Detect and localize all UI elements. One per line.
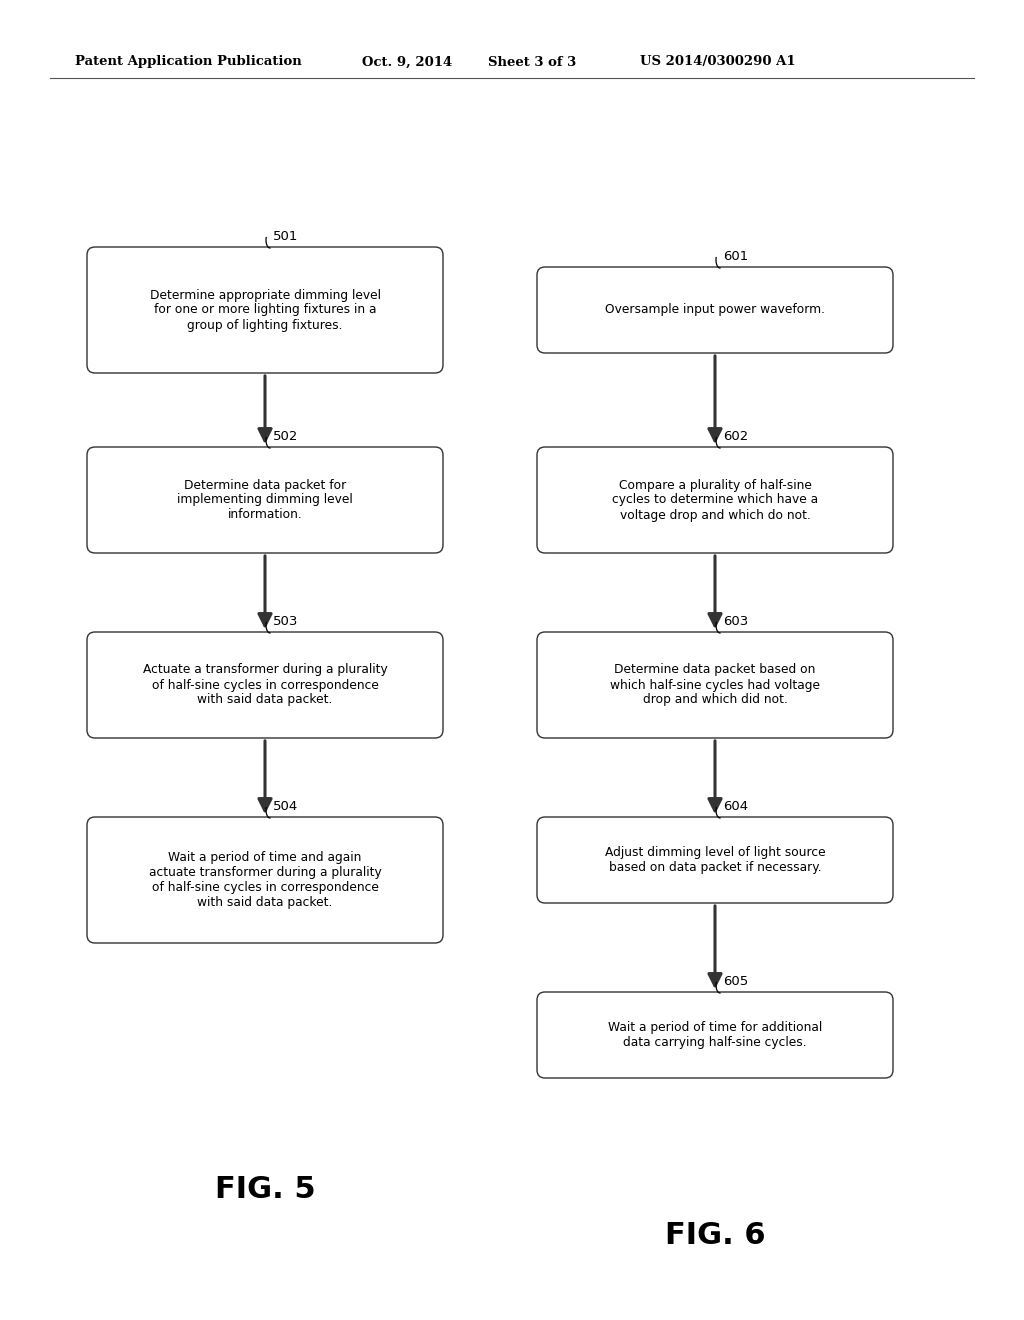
Text: Wait a period of time for additional
data carrying half-sine cycles.: Wait a period of time for additional dat… bbox=[608, 1020, 822, 1049]
Text: 602: 602 bbox=[723, 430, 749, 444]
FancyBboxPatch shape bbox=[87, 817, 443, 942]
FancyBboxPatch shape bbox=[537, 993, 893, 1078]
Text: 504: 504 bbox=[273, 800, 298, 813]
Text: Wait a period of time and again
actuate transformer during a plurality
of half-s: Wait a period of time and again actuate … bbox=[148, 851, 381, 909]
Text: 603: 603 bbox=[723, 615, 749, 628]
FancyBboxPatch shape bbox=[537, 267, 893, 352]
Text: 501: 501 bbox=[273, 230, 298, 243]
Text: Patent Application Publication: Patent Application Publication bbox=[75, 55, 302, 69]
Text: 502: 502 bbox=[273, 430, 298, 444]
Text: 503: 503 bbox=[273, 615, 298, 628]
Text: Actuate a transformer during a plurality
of half-sine cycles in correspondence
w: Actuate a transformer during a plurality… bbox=[142, 664, 387, 706]
FancyBboxPatch shape bbox=[537, 447, 893, 553]
Text: Determine data packet based on
which half-sine cycles had voltage
drop and which: Determine data packet based on which hal… bbox=[610, 664, 820, 706]
Text: 604: 604 bbox=[723, 800, 749, 813]
FancyBboxPatch shape bbox=[537, 817, 893, 903]
FancyBboxPatch shape bbox=[537, 632, 893, 738]
FancyBboxPatch shape bbox=[87, 632, 443, 738]
Text: Determine appropriate dimming level
for one or more lighting fixtures in a
group: Determine appropriate dimming level for … bbox=[150, 289, 381, 331]
Text: 601: 601 bbox=[723, 249, 749, 263]
Text: Oversample input power waveform.: Oversample input power waveform. bbox=[605, 304, 825, 317]
Text: Sheet 3 of 3: Sheet 3 of 3 bbox=[488, 55, 577, 69]
FancyBboxPatch shape bbox=[87, 247, 443, 374]
Text: Oct. 9, 2014: Oct. 9, 2014 bbox=[362, 55, 453, 69]
Text: US 2014/0300290 A1: US 2014/0300290 A1 bbox=[640, 55, 796, 69]
Text: FIG. 5: FIG. 5 bbox=[215, 1176, 315, 1204]
Text: Adjust dimming level of light source
based on data packet if necessary.: Adjust dimming level of light source bas… bbox=[605, 846, 825, 874]
FancyBboxPatch shape bbox=[87, 447, 443, 553]
Text: FIG. 6: FIG. 6 bbox=[665, 1221, 765, 1250]
Text: 605: 605 bbox=[723, 975, 749, 987]
Text: Determine data packet for
implementing dimming level
information.: Determine data packet for implementing d… bbox=[177, 479, 353, 521]
Text: Compare a plurality of half-sine
cycles to determine which have a
voltage drop a: Compare a plurality of half-sine cycles … bbox=[612, 479, 818, 521]
